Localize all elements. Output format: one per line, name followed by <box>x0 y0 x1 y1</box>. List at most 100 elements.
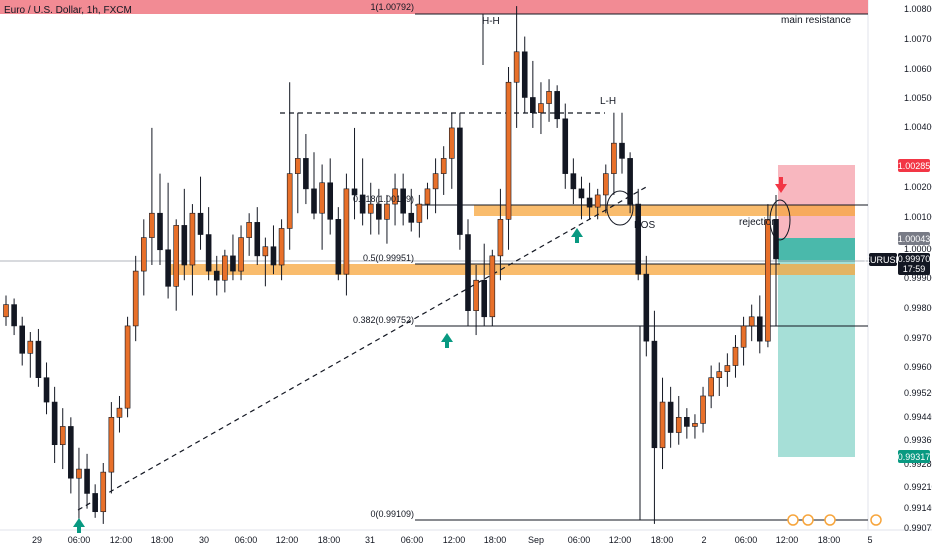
event-flag-icon[interactable] <box>802 514 814 526</box>
candle <box>408 188 415 232</box>
candle <box>538 82 544 135</box>
main-resistance-zone <box>0 0 868 14</box>
fib-label-1: 1(1.00792) <box>370 2 414 12</box>
candle <box>254 207 261 265</box>
candle <box>473 265 479 336</box>
candle <box>700 386 706 433</box>
x-tick-label: 18:00 <box>818 535 841 545</box>
candle <box>19 316 26 366</box>
candle <box>708 365 714 409</box>
candle <box>359 158 366 226</box>
candle <box>602 164 609 214</box>
x-tick-label: 06:00 <box>401 535 424 545</box>
candle <box>11 298 17 336</box>
candle <box>667 386 674 448</box>
candle <box>530 60 536 128</box>
annotation-lh: L-H <box>600 96 616 107</box>
event-flag-icon[interactable] <box>870 514 882 526</box>
x-tick-label: 12:00 <box>609 535 632 545</box>
x-tick-label: 2 <box>701 535 706 545</box>
y-tick-label: 0.99075 <box>904 523 932 533</box>
candle <box>92 484 98 518</box>
candle <box>59 408 66 470</box>
y-tick-label: 1.00500 <box>904 93 932 103</box>
chart-arrows <box>73 177 787 533</box>
candle <box>497 188 504 281</box>
candle <box>732 335 739 378</box>
candle <box>100 462 107 524</box>
candle <box>521 36 528 113</box>
candle <box>189 204 196 296</box>
candle <box>416 194 423 238</box>
x-tick-label: 06:00 <box>235 535 258 545</box>
fib-label-0618: 0.618(1.00149) <box>353 194 414 204</box>
event-flag-icon[interactable] <box>787 514 799 526</box>
candle <box>424 182 431 220</box>
candle <box>335 207 342 281</box>
x-tick-label: 18:00 <box>484 535 507 545</box>
x-tick-label: 18:00 <box>318 535 341 545</box>
candle <box>213 255 220 296</box>
buy-arrow-icon <box>73 518 85 533</box>
candle <box>343 173 350 296</box>
candle <box>303 134 309 205</box>
tag-entry <box>898 232 930 245</box>
x-tick-label: 5 <box>867 535 872 545</box>
candle <box>205 207 212 281</box>
candle <box>149 127 155 265</box>
x-tick-label: 12:00 <box>110 535 133 545</box>
candle <box>489 249 496 326</box>
candle <box>773 194 779 326</box>
candle <box>505 67 512 250</box>
candle <box>384 194 390 244</box>
candle <box>748 304 755 342</box>
x-tick-label: Sep <box>528 535 544 545</box>
candle <box>627 152 633 214</box>
candle <box>270 225 277 275</box>
x-tick-label: 12:00 <box>443 535 466 545</box>
candle <box>594 188 601 220</box>
chart-text: Euro / U.S. Dollar, 1h, FXCM 1(1.00792) … <box>4 2 851 519</box>
candle <box>756 295 763 354</box>
chart-lines <box>0 13 868 521</box>
candle <box>578 176 585 220</box>
candle <box>546 79 552 122</box>
candle <box>400 173 406 226</box>
candle <box>165 182 171 299</box>
candle <box>554 85 560 128</box>
candle <box>197 176 204 250</box>
candle <box>108 402 115 494</box>
candle <box>294 112 301 214</box>
candle <box>611 112 617 195</box>
stop-loss-zone <box>778 165 855 238</box>
candle <box>481 243 488 326</box>
candle <box>570 158 577 205</box>
candle <box>432 158 439 214</box>
candle <box>562 103 569 189</box>
candle <box>586 182 593 220</box>
annotation-hh: H-H <box>482 16 500 27</box>
chart-zones <box>0 0 868 457</box>
fib-label-0: 0(0.99109) <box>370 509 414 519</box>
candle <box>35 328 42 387</box>
x-tick-label: 18:00 <box>651 535 674 545</box>
candle <box>140 219 147 296</box>
tag-last-text: 0.99970 <box>898 254 931 264</box>
event-flag-icon[interactable] <box>824 514 836 526</box>
y-tick-label: 1.00100 <box>904 212 932 222</box>
candle <box>319 164 325 250</box>
orange-zone-lower <box>170 264 855 275</box>
candle <box>740 316 747 366</box>
candle <box>230 234 236 281</box>
tag-stop-text: 1.00285 <box>898 161 931 171</box>
candle <box>43 362 50 415</box>
y-tick-label: 1.00200 <box>904 182 932 192</box>
candlesticks <box>3 6 779 524</box>
x-axis: 29 06:00 12:00 18:00 30 06:00 12:00 18:00 31 06:0… <box>32 535 873 545</box>
